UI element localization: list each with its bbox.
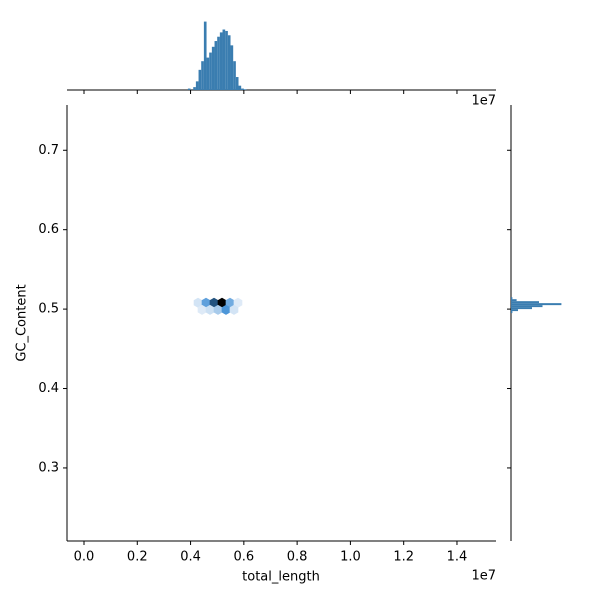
x-marginal-bar	[217, 36, 220, 90]
x-marginal-bar	[203, 21, 207, 91]
top-x-offset-label: 1e7	[471, 94, 496, 109]
x-marginal-bar	[233, 61, 236, 90]
x-marginal-bar	[209, 52, 212, 90]
x-marginal-bar	[241, 88, 244, 90]
x-tick-label: 0.4	[180, 550, 201, 565]
y-tick-label: 0.3	[38, 460, 59, 475]
x-marginal-bar	[243, 89, 247, 90]
x-tick-label: 0.2	[127, 550, 148, 565]
hexbin	[229, 304, 239, 315]
y-marginal-bar	[511, 305, 543, 308]
x-marginal-bar	[187, 88, 191, 90]
y-marginal-bar	[511, 301, 539, 304]
x-marginal-bar	[235, 77, 239, 90]
x-axis-label: total_length	[242, 570, 320, 585]
hexbin	[225, 297, 235, 308]
y-marginal-bar	[511, 311, 513, 314]
x-marginal-bar	[222, 29, 226, 90]
x-tick-label: 0.0	[74, 550, 95, 565]
y-tick-label: 0.5	[38, 302, 59, 317]
x-marginal-bar	[211, 46, 215, 90]
hexbin	[201, 297, 211, 308]
hexbin	[233, 297, 243, 308]
x-tick-label: 1.2	[393, 550, 414, 565]
hexbin	[197, 304, 207, 315]
x-marginal-bar	[214, 41, 218, 90]
x-marginal-bar	[201, 61, 204, 90]
y-marginal-bar	[511, 307, 532, 310]
x-marginal-bar	[195, 81, 199, 90]
x-marginal-bar	[225, 30, 228, 90]
hexbin	[217, 297, 227, 308]
x-marginal-bar	[206, 57, 210, 90]
x-marginal-bar	[230, 45, 234, 90]
hexbin	[193, 297, 203, 308]
y-tick-label: 0.7	[38, 143, 59, 158]
x-marginal-bar	[219, 32, 223, 90]
x-marginal-bar	[193, 87, 196, 90]
y-marginal-bar	[511, 309, 518, 312]
x-marginal-bar	[198, 69, 202, 90]
y-marginal-bar	[511, 303, 562, 306]
hexbin	[205, 304, 215, 315]
x-offset-label: 1e7	[471, 569, 496, 584]
y-tick-label: 0.6	[38, 222, 59, 237]
x-marginal-bar	[238, 85, 242, 90]
x-tick-label: 0.6	[233, 550, 254, 565]
x-tick-label: 1.4	[447, 550, 468, 565]
y-marginal-bar	[511, 299, 517, 302]
x-marginal-bar	[227, 35, 231, 90]
y-axis-label: GC_Content	[15, 284, 30, 361]
hexbin	[209, 297, 219, 308]
y-marginal-bar	[511, 297, 513, 300]
x-tick-label: 0.8	[287, 550, 308, 565]
x-tick-label: 1.0	[340, 550, 361, 565]
y-tick-label: 0.4	[38, 381, 59, 396]
hexbin	[221, 304, 231, 315]
hexbin	[213, 304, 223, 315]
